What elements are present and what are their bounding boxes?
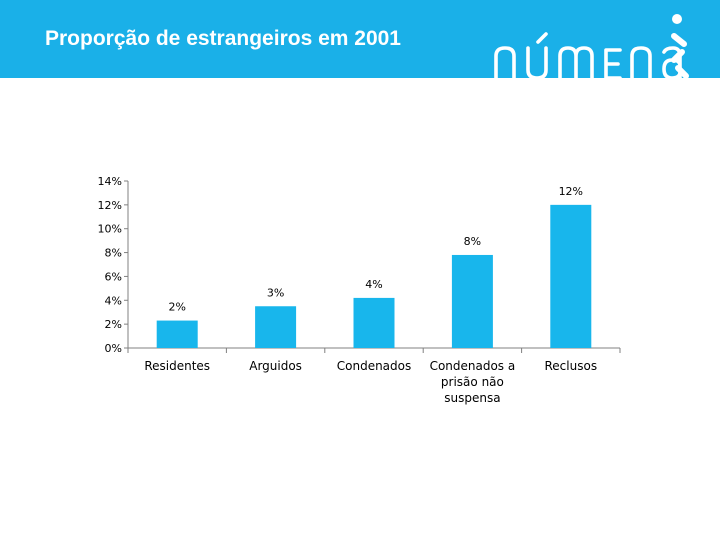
x-tick-label: Reclusos xyxy=(545,359,598,373)
y-tick-label: 10% xyxy=(98,223,122,236)
bar xyxy=(451,254,493,348)
data-label: 2% xyxy=(168,301,185,314)
x-tick-label: Arguidos xyxy=(249,359,302,373)
y-tick-label: 6% xyxy=(105,270,122,283)
x-tick-label: Residentes xyxy=(144,359,210,373)
y-tick-label: 12% xyxy=(98,199,122,212)
x-tick-label: Condenados a prisão não suspensa xyxy=(430,359,516,405)
bar xyxy=(550,204,592,348)
bar xyxy=(255,306,297,348)
chart-labels: 2% Residentes 3% Arguidos 4% Condenados 8% Cond… xyxy=(144,185,597,405)
x-tick-label: Condenados xyxy=(337,359,412,373)
data-label: 3% xyxy=(267,286,284,299)
data-label: 12% xyxy=(559,185,583,198)
y-tick-label: 8% xyxy=(105,247,122,260)
numena-logo xyxy=(494,14,689,80)
data-label: 8% xyxy=(464,235,481,248)
bar xyxy=(156,320,198,348)
data-label: 4% xyxy=(365,278,382,291)
bar xyxy=(353,297,395,348)
y-tick-label: 2% xyxy=(105,318,122,331)
chart-bars xyxy=(156,204,592,348)
page-title: Proporção de estrangeiros em 2001 xyxy=(45,27,401,50)
y-tick-label: 4% xyxy=(105,294,122,307)
y-tick-label: 0% xyxy=(105,342,122,355)
header-banner: Proporção de estrangeiros em 2001 xyxy=(0,0,720,78)
chart-axes: 0% 2% 4% 6% 8% 10% 12% 14% xyxy=(98,175,621,355)
y-tick-label: 14% xyxy=(98,175,122,188)
